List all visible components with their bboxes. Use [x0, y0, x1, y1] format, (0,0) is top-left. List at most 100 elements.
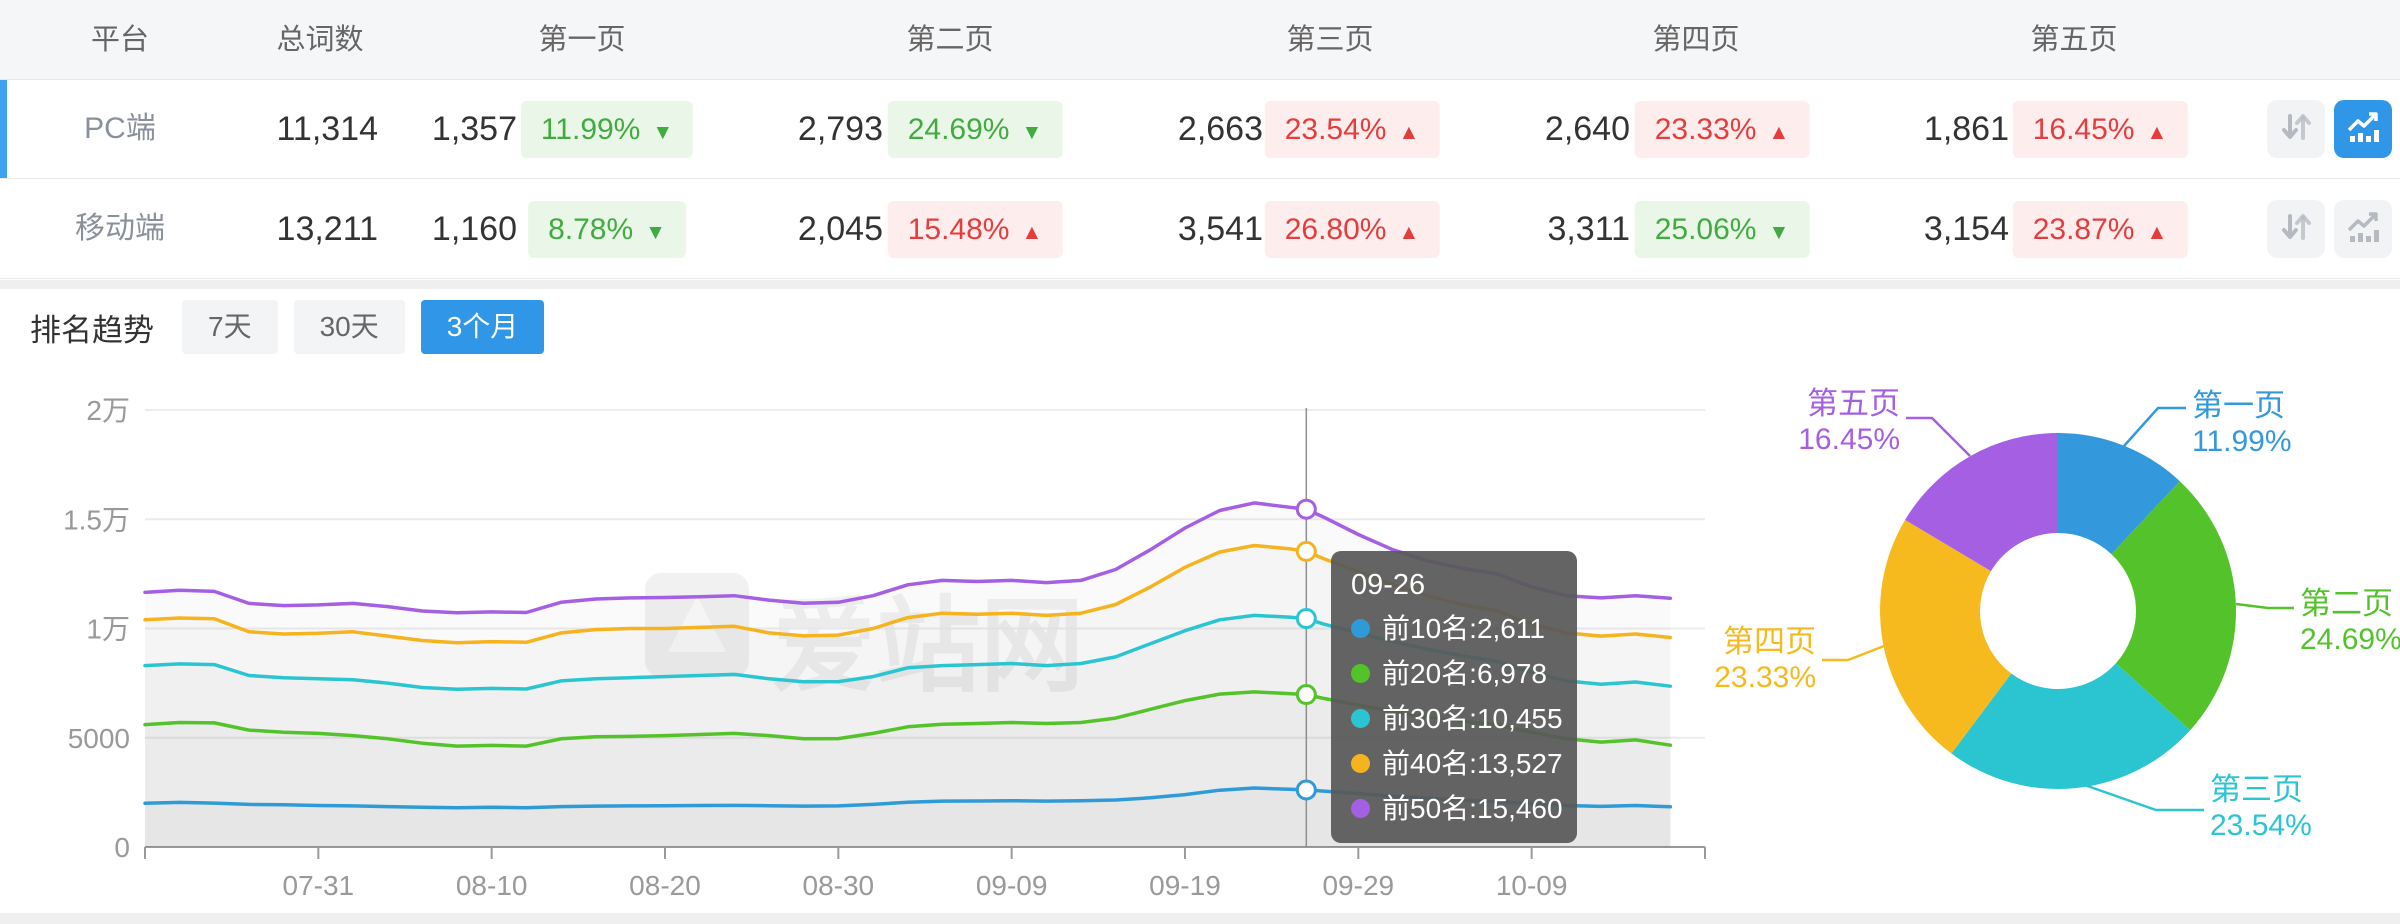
section-divider — [0, 280, 2400, 289]
total-words-value: 11,314 — [276, 110, 378, 148]
percent-value: 24.69% — [907, 113, 1010, 146]
hover-point-marker — [1295, 498, 1317, 520]
sort-arrows-icon — [2278, 209, 2314, 250]
period-tab-3[interactable]: 3个月 — [420, 300, 545, 354]
donut-slice-第二页[interactable] — [2111, 481, 2237, 731]
y-axis-tick-label: 2万 — [86, 395, 130, 426]
donut-label-percent: 23.54% — [2210, 809, 2312, 842]
period-tabs: 7天 30天 3个月 — [182, 300, 560, 354]
hover-point-marker — [1295, 684, 1317, 706]
donut-callout-line — [2123, 406, 2186, 447]
trend-down-icon: ▼ — [1768, 221, 1790, 244]
donut-label-percent: 23.33% — [1714, 661, 1816, 694]
show-trend-chart-button[interactable] — [2334, 100, 2392, 158]
period-tab-1[interactable]: 7天 — [182, 300, 278, 354]
column-header: 总词数 — [276, 24, 364, 56]
platform-label: 移动端 — [75, 212, 165, 245]
trend-down-icon: ▼ — [652, 121, 674, 144]
column-header: 第四页 — [1652, 24, 1740, 56]
x-axis-tick-label: 08-20 — [629, 870, 701, 901]
donut-callout-line — [2235, 602, 2294, 610]
donut-slice-第四页[interactable] — [1880, 519, 2012, 754]
donut-slice-第五页[interactable] — [1905, 433, 2058, 572]
platform-label: PC端 — [84, 112, 156, 145]
page-count-value: 2,793 — [797, 110, 883, 148]
page-count-value: 2,663 — [1177, 110, 1263, 148]
percent-badge: 8.78% ▼ — [528, 201, 686, 258]
donut-label-name: 第五页 — [1807, 386, 1900, 421]
x-axis-tick-label: 08-30 — [803, 870, 875, 901]
page-count-value: 3,154 — [1923, 210, 2009, 248]
percent-badge: 23.54% ▲ — [1264, 101, 1440, 158]
table-header-row: 平台 总词数 第一页 第二页 第三页 第四页 第五页 — [0, 0, 2400, 80]
trend-chart-icon — [2344, 208, 2382, 251]
donut-callout-line — [1822, 644, 1885, 662]
x-axis-tick-label: 09-29 — [1322, 870, 1394, 901]
column-header: 第二页 — [906, 24, 994, 56]
percent-value: 23.54% — [1284, 113, 1387, 146]
percent-badge: 15.48% ▲ — [887, 201, 1063, 258]
percent-badge: 16.45% ▲ — [2012, 101, 2188, 158]
series-area-fill — [145, 503, 1670, 847]
trend-up-icon: ▲ — [2146, 221, 2168, 244]
percent-value: 15.48% — [907, 213, 1010, 246]
column-header: 平台 — [90, 24, 150, 56]
percent-value: 16.45% — [2032, 113, 2135, 146]
show-trend-chart-button[interactable] — [2334, 200, 2392, 258]
watermark-logo-shape — [668, 596, 726, 652]
y-axis-tick-label: 0 — [114, 832, 130, 863]
percent-value: 26.80% — [1284, 213, 1387, 246]
table-row[interactable]: PC端 11,314 1,357 11.99% ▼ 2,793 24.69% ▼ 2,663 23… — [0, 80, 2400, 179]
donut-label-name: 第二页 — [2300, 586, 2393, 621]
charts-canvas[interactable]: 爱站网 0 5000 1万 1.5万 2万 07-31 08-10 08-20 08-30 09-0… — [0, 330, 2400, 924]
period-tab-2[interactable]: 30天 — [293, 300, 405, 354]
donut-label-percent: 24.69% — [2300, 623, 2400, 656]
trend-up-icon: ▲ — [1398, 121, 1420, 144]
x-axis-tick-label: 08-10 — [456, 870, 528, 901]
page-bottom-strip — [0, 913, 2400, 924]
table-row[interactable]: 移动端 13,211 1,160 8.78% ▼ 2,045 15.48% ▲ 3,541 26.… — [0, 180, 2400, 279]
x-axis-tick-label: 09-09 — [976, 870, 1048, 901]
donut-label-name: 第四页 — [1723, 624, 1816, 659]
trend-up-icon: ▲ — [2146, 121, 2168, 144]
percent-badge: 26.80% ▲ — [1264, 201, 1440, 258]
y-axis-tick-label: 5000 — [68, 723, 130, 754]
donut-callout-line — [2075, 780, 2204, 812]
percent-badge: 23.33% ▲ — [1634, 101, 1810, 158]
page-count-value: 1,861 — [1923, 110, 2009, 148]
x-axis-tick-label: 07-31 — [283, 870, 355, 901]
page-count-value: 1,357 — [431, 110, 517, 148]
sort-compare-button[interactable] — [2267, 100, 2325, 158]
donut-label-name: 第一页 — [2192, 388, 2285, 423]
page-count-value: 3,541 — [1177, 210, 1263, 248]
percent-value: 25.06% — [1654, 213, 1757, 246]
x-axis-tick-label: 10-09 — [1496, 870, 1568, 901]
page-count-value: 2,045 — [797, 210, 883, 248]
hover-point-marker — [1295, 608, 1317, 630]
page-count-value: 2,640 — [1544, 110, 1630, 148]
trend-title: 排名趋势 — [30, 312, 154, 348]
donut-callout-line — [1906, 416, 1971, 457]
sort-compare-button[interactable] — [2267, 200, 2325, 258]
percent-value: 11.99% — [540, 113, 641, 146]
percent-badge: 25.06% ▼ — [1634, 201, 1810, 258]
percent-value: 8.78% — [548, 213, 634, 246]
y-axis-tick-label: 1.5万 — [63, 504, 130, 535]
page-count-value: 1,160 — [431, 210, 517, 248]
donut-label-percent: 16.45% — [1798, 423, 1900, 456]
hover-point-marker — [1295, 540, 1317, 562]
trend-toolbar: 排名趋势 7天 30天 3个月 — [30, 300, 560, 354]
column-header: 第五页 — [2030, 24, 2118, 56]
percent-value: 23.87% — [2032, 213, 2135, 246]
donut-label-percent: 11.99% — [2192, 425, 2292, 458]
total-words-value: 13,211 — [276, 210, 378, 248]
column-header: 第三页 — [1286, 24, 1374, 56]
trend-up-icon: ▲ — [1398, 221, 1420, 244]
y-axis-tick-label: 1万 — [86, 614, 130, 645]
x-axis-tick-label: 09-19 — [1149, 870, 1221, 901]
percent-badge: 24.69% ▼ — [887, 101, 1063, 158]
watermark-text: 爱站网 — [772, 589, 1084, 705]
donut-slice-第一页[interactable] — [2058, 433, 2180, 555]
donut-slice-第三页[interactable] — [1951, 663, 2191, 789]
